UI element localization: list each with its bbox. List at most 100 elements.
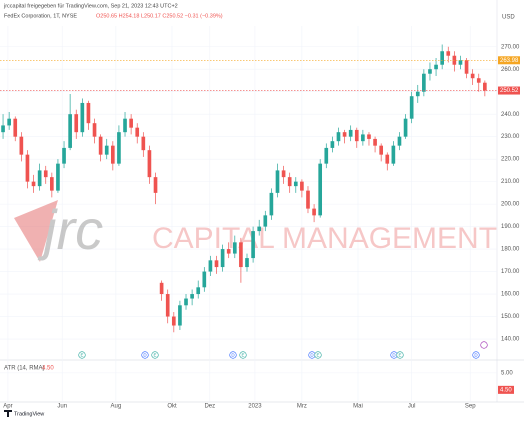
candle-body (50, 177, 54, 191)
candle-body (141, 136, 146, 151)
candle-body (214, 260, 219, 268)
y-tick-label: 240.00 (501, 112, 520, 118)
candle-body (171, 316, 176, 326)
y-tick-label: 190.00 (501, 224, 520, 230)
last-price-box (498, 86, 520, 95)
symbol-title: FedEx Corporation, 1T, NYSE (4, 13, 77, 19)
y-tick-label: 5.00 (501, 370, 513, 376)
candle-body (123, 118, 127, 133)
candle-body (25, 154, 30, 182)
y-tick-label: 230.00 (501, 134, 520, 140)
candle-body (440, 51, 444, 65)
candle-body (202, 271, 207, 288)
candle-body (306, 190, 310, 209)
candle-body (330, 141, 335, 148)
candle-body (336, 132, 341, 142)
event-marker (239, 351, 247, 359)
x-tick-label: Okt (167, 404, 177, 410)
candle-body (31, 181, 36, 187)
candle-body (367, 134, 371, 139)
tv-logo (4, 410, 12, 417)
candle-body (385, 154, 390, 164)
currency: USD (502, 15, 515, 21)
candle-body (226, 249, 231, 254)
candle-body (117, 132, 121, 164)
candle-body (98, 136, 103, 155)
y-tick-label: 170.00 (501, 269, 520, 275)
x-tick-label: Dez (204, 404, 215, 410)
candle-body (62, 147, 66, 164)
candle-body (422, 73, 426, 92)
candle-body (300, 181, 304, 191)
candle-body (446, 51, 451, 56)
indicator-axis-label: 4.50 (500, 387, 512, 393)
x-tick-label: Apr (3, 404, 12, 410)
candle-body (165, 294, 170, 317)
y-tick-label: 260.00 (501, 67, 520, 73)
candle-body (428, 69, 432, 74)
candle-body (43, 170, 48, 178)
candle-body (74, 114, 79, 133)
candle-body (1, 125, 5, 133)
candle-body (220, 249, 225, 268)
candle-body (129, 118, 133, 128)
x-tick-label: Jun (57, 404, 67, 410)
candle-body (348, 129, 353, 137)
candle-body (379, 145, 384, 155)
candle-body (397, 136, 402, 146)
candle-body (239, 242, 243, 268)
event-label: D (143, 352, 147, 357)
candle-body (464, 60, 469, 74)
y-tick-label: 140.00 (501, 337, 520, 343)
footer: TradingView (14, 411, 44, 417)
event-marker (229, 351, 237, 359)
event-label: D (310, 352, 314, 357)
candle-body (7, 118, 11, 126)
event-label: E (398, 352, 401, 357)
candle-body (147, 150, 152, 178)
candle-body (104, 145, 109, 155)
shared-by: jrccapital freigegeben für TradingView.c… (3, 3, 178, 9)
y-tick-label: 270.00 (501, 44, 520, 50)
x-tick-label: 2023 (248, 404, 262, 410)
event-marker (78, 351, 86, 359)
candle-body (257, 226, 262, 232)
candle-body (68, 114, 72, 148)
candle-body (159, 282, 164, 295)
watermark: jrc CAPITAL MANAGEMENT (14, 198, 497, 262)
x-tick-label: Mai (353, 404, 363, 410)
candle-body (470, 73, 475, 79)
candle-body (458, 60, 463, 65)
indicator-value: 4.50 (42, 366, 54, 372)
candle-body (196, 287, 201, 295)
candle-body (251, 231, 255, 259)
event-label: E (153, 352, 156, 357)
candle-body (483, 82, 487, 91)
candle-body (361, 134, 365, 142)
candle-body (415, 91, 420, 97)
candle-body (287, 177, 292, 187)
y-tick-label: 200.00 (501, 202, 520, 208)
candle-body (373, 138, 377, 146)
candle-body (135, 127, 140, 137)
candle-body (293, 181, 298, 187)
candle-body (245, 258, 249, 268)
candle-body (281, 170, 286, 178)
event-label: D (392, 352, 396, 357)
event-marker (472, 351, 480, 359)
candle-body (80, 102, 85, 133)
candle-body (312, 208, 316, 216)
candle-body (403, 118, 408, 137)
candle-body (275, 170, 280, 193)
grid: 140.00 150.00 160.00 170.00 180.00 190.00 200.… (0, 26, 520, 410)
event-label: E (241, 352, 244, 357)
candle-body (19, 136, 24, 155)
y-tick-label: 160.00 (501, 292, 520, 298)
x-tick-label: Mrz (297, 404, 307, 410)
candle-body (110, 145, 115, 164)
candle-body (208, 260, 213, 272)
event-marker (480, 341, 488, 349)
candle-body (409, 96, 414, 119)
